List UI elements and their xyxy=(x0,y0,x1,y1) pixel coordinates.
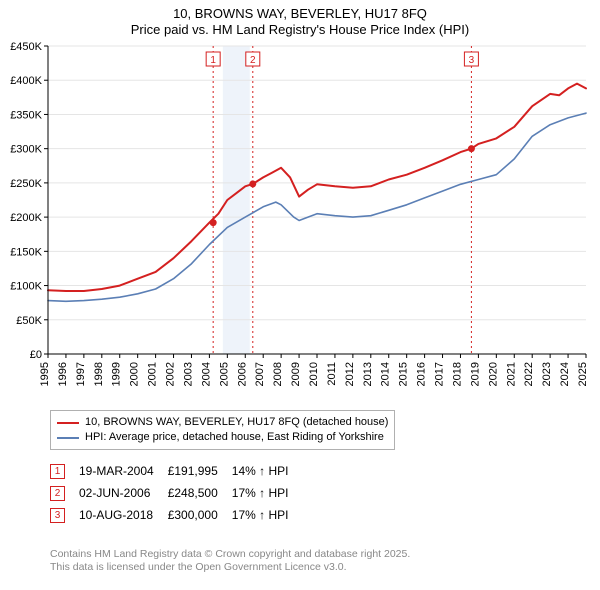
svg-text:2021: 2021 xyxy=(505,362,517,386)
legend-swatch xyxy=(57,437,79,439)
svg-text:1999: 1999 xyxy=(111,362,123,386)
svg-text:£100K: £100K xyxy=(10,281,42,293)
svg-text:£450K: £450K xyxy=(10,42,42,53)
svg-text:£400K: £400K xyxy=(10,75,42,87)
svg-text:2014: 2014 xyxy=(380,362,392,386)
svg-text:2024: 2024 xyxy=(559,362,571,386)
svg-text:1998: 1998 xyxy=(93,362,105,386)
svg-text:2006: 2006 xyxy=(236,362,248,386)
attribution-line: Contains HM Land Registry data © Crown c… xyxy=(50,548,410,561)
svg-text:2012: 2012 xyxy=(344,362,356,386)
event-marker-icon: 1 xyxy=(50,464,65,479)
legend-row: HPI: Average price, detached house, East… xyxy=(57,430,388,445)
event-marker-icon: 3 xyxy=(50,508,65,523)
event-delta: 14% ↑ HPI xyxy=(232,460,303,482)
chart-titles: 10, BROWNS WAY, BEVERLEY, HU17 8FQ Price… xyxy=(0,0,600,39)
event-price: £300,000 xyxy=(168,504,232,526)
chart-svg: £0 £50K £100K £150K £200K £250K £300K £350K £400… xyxy=(0,42,600,402)
legend-label: HPI: Average price, detached house, East… xyxy=(85,430,384,445)
svg-text:£250K: £250K xyxy=(10,178,42,190)
svg-text:2003: 2003 xyxy=(182,362,194,386)
svg-text:2020: 2020 xyxy=(487,362,499,386)
svg-text:2019: 2019 xyxy=(469,362,481,386)
svg-text:2001: 2001 xyxy=(147,362,159,386)
event-row: 3 10-AUG-2018 £300,000 17% ↑ HPI xyxy=(50,504,302,526)
svg-text:2011: 2011 xyxy=(326,362,338,386)
svg-text:£150K: £150K xyxy=(10,246,42,258)
svg-text:2013: 2013 xyxy=(362,362,374,386)
svg-text:2017: 2017 xyxy=(434,362,446,386)
event-price: £191,995 xyxy=(168,460,232,482)
legend-label: 10, BROWNS WAY, BEVERLEY, HU17 8FQ (deta… xyxy=(85,415,388,430)
event-row: 1 19-MAR-2004 £191,995 14% ↑ HPI xyxy=(50,460,302,482)
event-marker-icon: 2 xyxy=(50,486,65,501)
title-line-1: 10, BROWNS WAY, BEVERLEY, HU17 8FQ xyxy=(0,6,600,22)
svg-text:2: 2 xyxy=(250,55,256,66)
svg-text:2016: 2016 xyxy=(416,362,428,386)
svg-text:1997: 1997 xyxy=(75,362,87,386)
legend: 10, BROWNS WAY, BEVERLEY, HU17 8FQ (deta… xyxy=(50,410,395,450)
legend-swatch xyxy=(57,422,79,424)
svg-text:2000: 2000 xyxy=(129,362,141,386)
svg-text:2005: 2005 xyxy=(218,362,230,386)
svg-text:1: 1 xyxy=(210,55,216,66)
event-date: 02-JUN-2006 xyxy=(79,482,168,504)
events-table: 1 19-MAR-2004 £191,995 14% ↑ HPI 2 02-JU… xyxy=(50,460,302,526)
svg-text:3: 3 xyxy=(469,55,475,66)
chart: £0 £50K £100K £150K £200K £250K £300K £350K £400… xyxy=(0,42,600,402)
svg-text:£350K: £350K xyxy=(10,109,42,121)
event-row: 2 02-JUN-2006 £248,500 17% ↑ HPI xyxy=(50,482,302,504)
svg-text:£50K: £50K xyxy=(16,315,42,327)
attribution-line: This data is licensed under the Open Gov… xyxy=(50,561,410,574)
attribution: Contains HM Land Registry data © Crown c… xyxy=(50,548,410,574)
svg-text:2008: 2008 xyxy=(272,362,284,386)
event-date: 10-AUG-2018 xyxy=(79,504,168,526)
svg-text:£200K: £200K xyxy=(10,212,42,224)
svg-text:2023: 2023 xyxy=(541,362,553,386)
event-delta: 17% ↑ HPI xyxy=(232,482,303,504)
event-price: £248,500 xyxy=(168,482,232,504)
svg-text:2022: 2022 xyxy=(523,362,535,386)
svg-text:1996: 1996 xyxy=(57,362,69,386)
svg-text:2004: 2004 xyxy=(200,362,212,386)
svg-text:2002: 2002 xyxy=(165,362,177,386)
svg-text:2010: 2010 xyxy=(308,362,320,386)
title-line-2: Price paid vs. HM Land Registry's House … xyxy=(0,22,600,38)
svg-text:2015: 2015 xyxy=(398,362,410,386)
svg-text:£300K: £300K xyxy=(10,144,42,156)
event-delta: 17% ↑ HPI xyxy=(232,504,303,526)
svg-text:1995: 1995 xyxy=(39,362,51,386)
event-date: 19-MAR-2004 xyxy=(79,460,168,482)
page: 10, BROWNS WAY, BEVERLEY, HU17 8FQ Price… xyxy=(0,0,600,590)
svg-text:2007: 2007 xyxy=(254,362,266,386)
svg-text:2025: 2025 xyxy=(577,362,589,386)
svg-text:2018: 2018 xyxy=(451,362,463,386)
legend-row: 10, BROWNS WAY, BEVERLEY, HU17 8FQ (deta… xyxy=(57,415,388,430)
svg-text:2009: 2009 xyxy=(290,362,302,386)
svg-text:£0: £0 xyxy=(30,349,42,361)
